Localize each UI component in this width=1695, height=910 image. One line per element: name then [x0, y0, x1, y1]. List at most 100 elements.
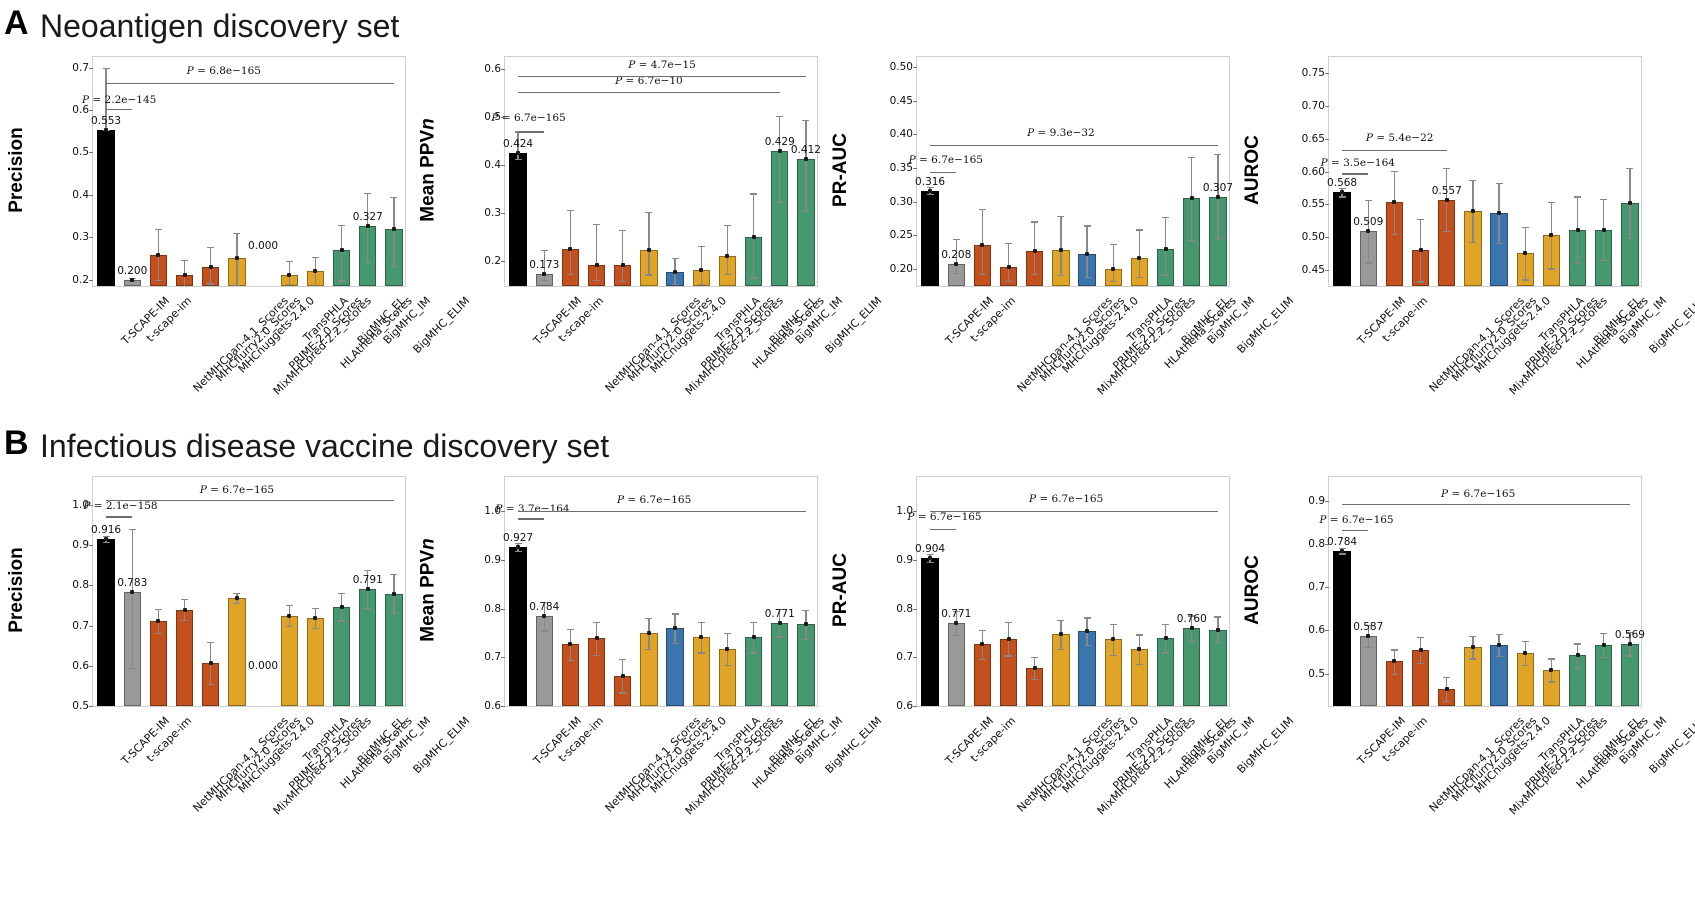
plot-frame: 0.2 0.3 0.4 0.5 0.6 0.424 0.173 0.429 0.412 P = 6…: [484, 56, 821, 287]
bar-value-label: 0.208: [941, 248, 972, 261]
mean-marker: [1137, 256, 1142, 261]
mean-marker: [1575, 653, 1580, 658]
error-cap: [102, 535, 110, 537]
error-cap: [978, 209, 986, 211]
significance-label: P = 6.7e−165: [1319, 513, 1394, 526]
mean-marker: [928, 555, 933, 560]
error-bar: [131, 529, 133, 669]
panel-a: A Neoantigen discovery set Precision 0.2 0…: [4, 6, 1695, 440]
y-tick-mark: [1325, 673, 1329, 675]
error-bar: [517, 131, 519, 159]
y-tick-mark: [913, 168, 917, 170]
error-cap: [619, 230, 627, 232]
y-tick-mark: [501, 165, 505, 167]
error-cap: [1626, 631, 1634, 633]
bar-value-label: 0.553: [91, 114, 122, 127]
error-cap: [1031, 221, 1039, 223]
mean-marker: [803, 157, 808, 162]
mean-marker: [1418, 248, 1423, 252]
error-cap: [390, 613, 398, 615]
error-cap: [645, 274, 653, 276]
error-cap: [1109, 623, 1117, 625]
mean-marker: [104, 127, 109, 132]
error-cap: [1005, 242, 1013, 245]
y-tick-mark: [1325, 73, 1329, 75]
error-cap: [776, 636, 784, 638]
error-bar: [700, 245, 702, 285]
error-cap: [1390, 673, 1398, 675]
error-cap: [619, 659, 627, 661]
error-cap: [364, 262, 372, 264]
error-cap: [1469, 635, 1477, 637]
y-tick-mark: [913, 657, 917, 659]
y-tick-label: 0.45: [1301, 263, 1325, 276]
significance-line: [518, 92, 780, 94]
error-cap: [1188, 615, 1196, 617]
mean-marker: [954, 620, 959, 625]
y-tick-label: 0.6: [1308, 624, 1325, 637]
error-cap: [311, 256, 319, 258]
mean-marker: [1366, 229, 1371, 234]
significance-line: [1342, 149, 1447, 152]
y-tick-label: 0.2: [484, 255, 501, 268]
error-cap: [723, 225, 731, 227]
bar-t-scape-im: [1333, 192, 1351, 286]
x-tick-label-netmhcpan-4-1-scores: NetMHCpan-4.1_Scores: [1014, 294, 1116, 395]
mean-marker: [646, 631, 651, 636]
y-tick-label: 0.55: [1301, 198, 1325, 211]
bar-t-scape-im: [97, 129, 115, 286]
error-cap: [1364, 646, 1372, 648]
y-tick-label: 0.4: [484, 159, 501, 172]
bar-value-label: 0.000: [248, 660, 279, 672]
error-cap: [1135, 634, 1143, 636]
mean-marker: [1085, 629, 1090, 634]
error-cap: [285, 283, 293, 286]
mean-marker: [673, 626, 678, 631]
x-tick-label-netmhcpan-4-1-scores: NetMHCpan-4.1_Scores: [190, 294, 292, 395]
significance-line: [930, 145, 1218, 147]
error-bar: [1112, 243, 1114, 282]
error-cap: [181, 599, 189, 601]
error-cap: [802, 211, 810, 213]
y-tick-mark: [1325, 587, 1329, 589]
bar-t-scape-im: [1333, 550, 1351, 706]
plot-inner: 0.2 0.3 0.4 0.5 0.6 0.7 0.553 0.200 0.000 0.327 P …: [72, 57, 405, 286]
plot-frame: 0.20 0.25 0.30 0.35 0.40 0.45 0.50 0.316 0.208 0.…: [890, 56, 1233, 287]
error-cap: [540, 249, 548, 252]
plot-area: 0.6 0.7 0.8 0.9 1.0 0.904 0.771 0.760 P = 6.7e−1…: [864, 476, 1236, 712]
error-cap: [1005, 655, 1013, 657]
error-cap: [776, 609, 784, 611]
x-axis-labels: T-SCAPE-IM t-scape-im NetMHCpan-4.1_Scores…: [1328, 290, 1695, 440]
y-tick-mark: [89, 279, 93, 281]
mean-marker: [1418, 648, 1423, 653]
mean-marker: [1189, 196, 1194, 201]
mean-marker: [1497, 643, 1502, 648]
x-tick-label-netmhcpan-4-1-scores: NetMHCpan-4.1_Scores: [602, 294, 704, 395]
error-cap: [1547, 681, 1555, 683]
error-cap: [1600, 198, 1608, 201]
error-cap: [1521, 664, 1529, 667]
error-cap: [540, 280, 548, 282]
error-cap: [1214, 616, 1222, 618]
error-cap: [102, 542, 110, 544]
significance-label: P = 6.8e−165: [186, 64, 261, 77]
mean-marker: [1340, 548, 1345, 553]
x-axis-labels: T-SCAPE-IM t-scape-im NetMHCpan-4.1_Scores…: [92, 290, 472, 440]
bar-value-label: 0.429: [764, 136, 795, 149]
y-tick-label: 0.45: [889, 94, 913, 107]
error-cap: [926, 186, 934, 189]
error-cap: [1364, 199, 1372, 201]
y-tick-mark: [913, 201, 917, 203]
error-bar: [648, 212, 650, 275]
mean-marker: [1006, 265, 1011, 270]
error-cap: [1443, 168, 1451, 170]
y-tick-mark: [501, 511, 505, 513]
error-bar: [288, 260, 290, 284]
significance-label: P = 6.7e−10: [615, 75, 683, 88]
panel-b: B Infectious disease vaccine discovery s…: [0, 420, 1695, 910]
plot-area: 0.6 0.7 0.8 0.9 1.0 0.927 0.784 0.771 P = 3.7e−1…: [452, 476, 824, 712]
error-cap: [1521, 227, 1529, 229]
panel-b-charts: Precision 0.5 0.6 0.7 0.8 0.9 1.0 0.916 0.783 0.0…: [0, 472, 1695, 872]
mean-marker: [182, 273, 187, 278]
mean-marker: [365, 587, 370, 592]
